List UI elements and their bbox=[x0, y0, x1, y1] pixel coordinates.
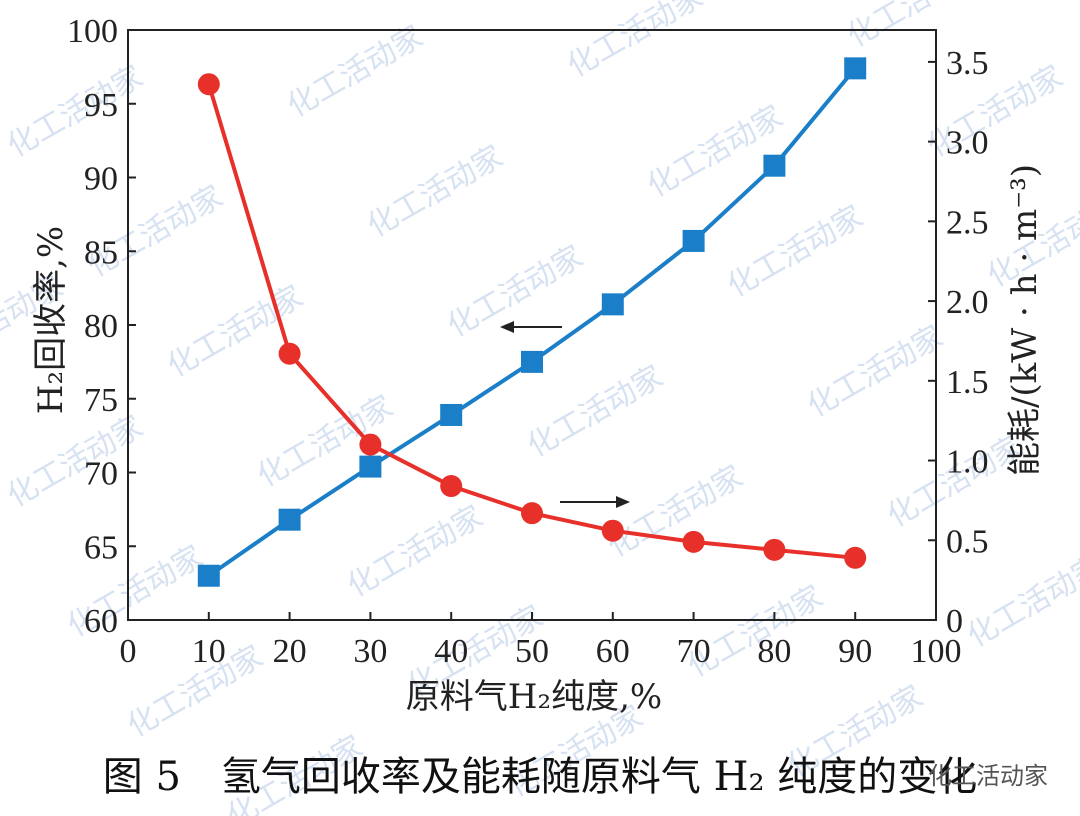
series-left-point-70 bbox=[682, 229, 705, 252]
x-tick-label-90: 90 bbox=[838, 633, 872, 670]
brand-label: 化工活动家 bbox=[928, 762, 1048, 790]
watermark-text-5: 化工活动家 bbox=[362, 139, 509, 244]
series-right-point-10 bbox=[197, 73, 220, 96]
x-tick-label-70: 70 bbox=[677, 633, 711, 670]
right-y-tick-label-6: 3.0 bbox=[946, 125, 989, 162]
right-y-tick-label-2: 1.0 bbox=[946, 444, 989, 481]
series-left-point-50 bbox=[521, 350, 543, 373]
x-tick-label-100: 100 bbox=[911, 633, 962, 670]
x-tick-label-50: 50 bbox=[515, 633, 549, 670]
left-y-tick-label-90: 90 bbox=[84, 161, 118, 198]
watermark-text-9: 化工活动家 bbox=[162, 279, 309, 384]
right-y-tick-label-3: 1.5 bbox=[946, 364, 989, 401]
x-axis: 0 10 20 30 40 50 60 70 80 90 100 bbox=[120, 612, 962, 670]
x-tick-label-30: 30 bbox=[353, 633, 387, 670]
series-left-point-10 bbox=[197, 564, 220, 587]
series-right-point-60 bbox=[601, 519, 624, 542]
right-y-tick-label-4: 2.0 bbox=[946, 284, 989, 321]
watermark-text-15: 化工活动家 bbox=[522, 359, 669, 464]
left-y-tick-label-80: 80 bbox=[84, 308, 118, 345]
series-left-point-60 bbox=[601, 293, 624, 316]
watermark-text-16: 化工活动家 bbox=[802, 319, 949, 424]
right-y-axis-title: 能耗/(kW · h · m⁻³) bbox=[1005, 164, 1045, 476]
series-right-point-40 bbox=[440, 475, 463, 498]
watermark-text-24: 化工活动家 bbox=[962, 549, 1080, 654]
watermark-text-7: 化工活动家 bbox=[922, 59, 1069, 164]
watermark-text-2: 化工活动家 bbox=[562, 0, 709, 84]
right-y-tick-label-0: 0 bbox=[946, 603, 963, 640]
series-right-point-30 bbox=[359, 433, 382, 456]
left-y-axis-title: H₂回收率,% bbox=[31, 226, 71, 414]
series-layer bbox=[197, 57, 867, 587]
watermark-text-0: 化工活动家 bbox=[2, 59, 149, 164]
watermark-text-1: 化工活动家 bbox=[282, 19, 429, 124]
x-tick-label-40: 40 bbox=[434, 633, 468, 670]
right-y-tick-label-7: 3.5 bbox=[946, 45, 989, 82]
x-tick-label-60: 60 bbox=[596, 633, 630, 670]
series-right-point-70 bbox=[682, 530, 705, 553]
watermark-text-11: 化工活动家 bbox=[722, 199, 869, 304]
left-y-tick-label-85: 85 bbox=[84, 234, 118, 271]
series-left-point-90 bbox=[844, 57, 867, 80]
x-tick-label-80: 80 bbox=[757, 633, 791, 670]
left-y-tick-label-70: 70 bbox=[84, 456, 118, 493]
x-tick-label-0: 0 bbox=[120, 633, 137, 670]
series-right-point-80 bbox=[763, 538, 786, 561]
series-arrows bbox=[500, 321, 630, 508]
watermark-text-13: 化工活动家 bbox=[2, 409, 149, 514]
series-left-point-30 bbox=[359, 455, 382, 478]
watermark-text-6: 化工活动家 bbox=[642, 99, 789, 204]
left-y-tick-label-100: 100 bbox=[67, 13, 118, 50]
series-right-line bbox=[206, 83, 856, 560]
x-tick-label-20: 20 bbox=[273, 633, 307, 670]
left-y-tick-label-60: 60 bbox=[84, 603, 118, 640]
left-y-tick-label-75: 75 bbox=[84, 382, 118, 419]
series-left-point-20 bbox=[278, 508, 301, 531]
watermark-text-10: 化工活动家 bbox=[442, 239, 589, 344]
left-y-tick-label-95: 95 bbox=[84, 87, 118, 124]
left-y-axis: 60 65 70 75 80 85 90 95 100 bbox=[67, 13, 136, 640]
right-y-tick-label-5: 2.5 bbox=[946, 204, 989, 241]
series-right-point-90 bbox=[844, 546, 867, 569]
watermark-text-19: 化工活动家 bbox=[602, 459, 749, 564]
arrow-right-axis-head bbox=[616, 496, 630, 508]
right-y-axis: 0 0.5 1.0 1.5 2.0 2.5 3.0 3.5 bbox=[928, 45, 989, 640]
x-axis-title: 原料气H₂纯度,% bbox=[406, 677, 662, 717]
x-tick-label-10: 10 bbox=[192, 633, 226, 670]
series-left-point-80 bbox=[763, 154, 786, 177]
series-left-point-40 bbox=[440, 403, 463, 426]
series-right-point-50 bbox=[521, 502, 543, 525]
left-y-tick-label-65: 65 bbox=[84, 529, 118, 566]
series-right-point-20 bbox=[278, 342, 301, 365]
watermark-text-18: 化工活动家 bbox=[342, 499, 489, 604]
right-y-tick-label-1: 0.5 bbox=[946, 523, 989, 560]
figure-caption: 图 5 氢气回收率及能耗随原料气 H₂ 纯度的变化 bbox=[103, 754, 978, 800]
arrow-left-axis-head bbox=[500, 321, 514, 333]
